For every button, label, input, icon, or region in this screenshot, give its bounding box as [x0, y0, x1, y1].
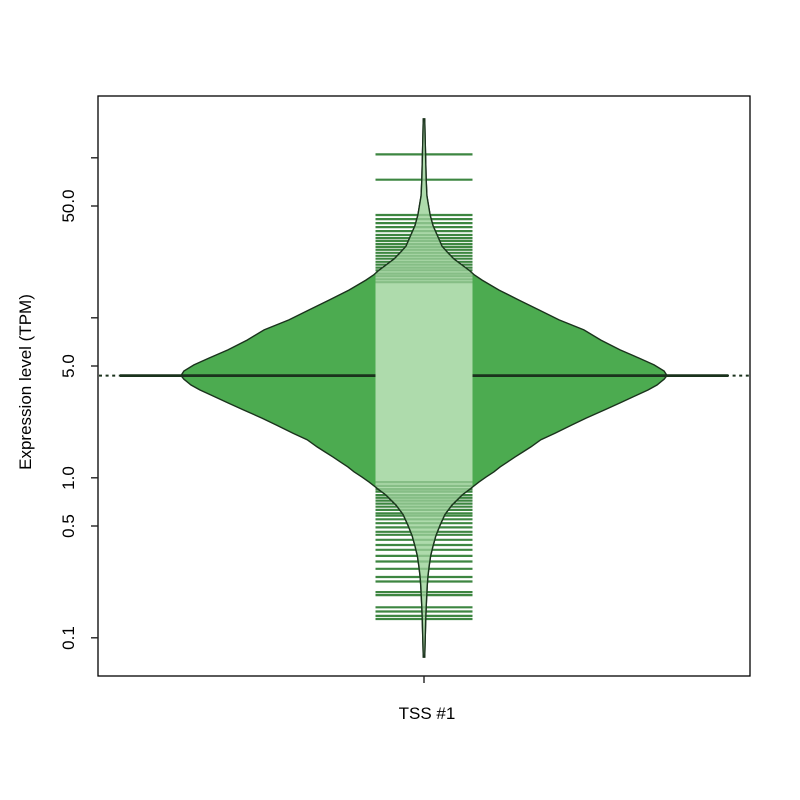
violin-inner-band	[375, 118, 473, 658]
y-tick-label: 0.1	[59, 626, 78, 650]
y-tick-label: 50.0	[59, 189, 78, 223]
axis-ticks	[91, 157, 425, 683]
y-tick-label: 5.0	[59, 354, 78, 378]
y-axis-title: Expression level (TPM)	[16, 294, 35, 470]
y-tick-label: 1.0	[59, 466, 78, 490]
x-axis-category-label: TSS #1	[398, 704, 456, 723]
y-tick-label: 0.5	[59, 514, 78, 538]
